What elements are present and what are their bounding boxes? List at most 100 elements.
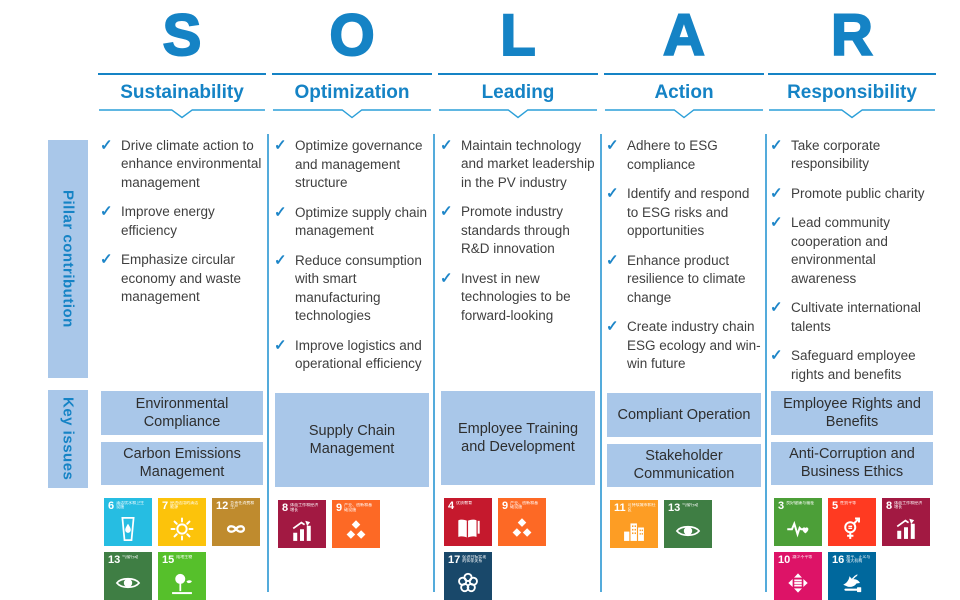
pillar-bullet-item: ✓ Promote industry standards through R&D … (440, 203, 598, 259)
checkmark-icon: ✓ (100, 203, 113, 221)
pillar-bullet-item: ✓ Optimize governance and management stru… (274, 137, 432, 193)
sdg-title-text: 体面工作和经济增长 (290, 503, 319, 512)
bullet-text: Improve energy efficiency (121, 204, 215, 238)
checkmark-icon: ✓ (274, 251, 287, 269)
pillar-bullet-item: ✓ Reduce consumption with smart manufactu… (274, 252, 432, 326)
sdg-title-text: 优质教育 (456, 500, 473, 505)
pillar-bullet-list: ✓ Maintain technology and market leadersh… (438, 119, 598, 392)
key-issue-box: Employee Training and Development (441, 391, 595, 485)
sdg-number: 9 (336, 502, 343, 514)
title-rule (604, 73, 764, 75)
sdg-title-text: 促进目标实现的伙伴关系 (462, 554, 487, 564)
sdg-13-eye-globe-icon: 13 气候行动 (104, 551, 152, 600)
book-icon (458, 519, 480, 538)
circle-flower-icon (458, 572, 478, 593)
key-issues-group: Employee Training and Development (438, 391, 598, 485)
bullet-text: Lead community cooperation and environme… (791, 215, 891, 286)
gender-equality-icon (844, 517, 860, 539)
checkmark-icon: ✓ (440, 269, 453, 287)
pillar-bullet-item: ✓ Lead community cooperation and environm… (770, 214, 936, 288)
sdg-11-city-icon: 11 可持续城市和社区 (610, 500, 658, 548)
sdg-title-text: 可持续城市和社区 (627, 503, 656, 512)
pillar-bullet-list: ✓ Optimize governance and management stru… (272, 119, 432, 393)
pillar-column-optimization: O Optimization ✓ Optimize governance and … (272, 0, 432, 600)
pillar-column-leading: L Leading ✓ Maintain technology and marke… (438, 0, 598, 600)
column-divider (267, 134, 269, 592)
pillar-column-sustainability: S Sustainability ✓ Drive climate action t… (98, 0, 266, 600)
sdg-number: 11 (614, 502, 626, 514)
title-rule (768, 72, 936, 75)
pillar-bullet-list: ✓ Adhere to ESG compliance ✓ Identify and r… (604, 119, 764, 393)
chevron-notch-line (272, 109, 432, 119)
pillar-title: Action (654, 82, 714, 103)
key-issue-box: Stakeholder Communication (607, 443, 761, 487)
pillar-bullet-item: ✓ Adhere to ESG compliance (606, 137, 764, 174)
key-issue-box: Anti-Corruption and Business Ethics (771, 441, 933, 485)
sdg-3-heartbeat-icon: 3 良好健康与福祉 (774, 497, 822, 546)
bullet-text: Create industry chain ESG ecology and wi… (627, 319, 761, 371)
chevron-notch-line (769, 109, 935, 119)
pillar-bullet-item: ✓ Improve logistics and operational effic… (274, 337, 432, 374)
dove-peace-icon (843, 574, 862, 593)
growth-chart-icon (292, 520, 311, 541)
pillar-bullet-item: ✓ Safeguard employee rights and benefits (770, 347, 936, 384)
column-divider (600, 134, 602, 592)
sdg-9-cubes-icon: 9 产业、创新和基础设施 (498, 497, 546, 546)
sdg-title-text: 清洁饮水和卫生设施 (116, 500, 145, 510)
sdg-6-water-drop-icon: 6 清洁饮水和卫生设施 (104, 497, 152, 546)
bullet-text: Enhance product resilience to climate ch… (627, 252, 746, 305)
bullet-text: Improve logistics and operational effici… (295, 337, 422, 372)
checkmark-icon: ✓ (606, 137, 619, 154)
checkmark-icon: ✓ (274, 203, 287, 221)
checkmark-icon: ✓ (100, 251, 113, 269)
pillar-letter: S (162, 3, 203, 68)
sdg-15-tree-icon: 15 陆地生物 (158, 551, 206, 600)
eye-globe-icon (675, 525, 701, 537)
sdg-title-text: 气候行动 (682, 503, 699, 507)
city-icon (624, 523, 644, 541)
sdg-icon-group: 3 良好健康与福祉 5 性别平等 8 体面工作和经济增长 10 减少不平等 16 和平、正义与强大… (768, 497, 936, 600)
sdg-number: 6 (108, 499, 115, 512)
pillar-letter: L (499, 3, 536, 68)
checkmark-icon: ✓ (274, 137, 287, 154)
sdg-title-text: 负责任消费和生产 (230, 500, 255, 510)
pillar-bullet-item: ✓ Take corporate responsibility (770, 137, 936, 174)
key-issues-group: Supply Chain Management (272, 393, 432, 487)
sdg-title-text: 减少不平等 (792, 554, 813, 559)
chevron-notch-line (604, 109, 764, 119)
pillar-bullet-list: ✓ Drive climate action to enhance environ… (98, 119, 266, 392)
sdg-number: 13 (668, 502, 681, 514)
sdg-number: 3 (778, 499, 785, 512)
bullet-text: Promote industry standards through R&D i… (461, 204, 570, 257)
growth-chart-icon (896, 518, 915, 539)
sdg-number: 9 (502, 499, 509, 512)
pillar-title: Optimization (294, 82, 410, 103)
eye-globe-icon (115, 577, 141, 589)
pillar-bullet-item: ✓ Cultivate international talents (770, 299, 936, 336)
key-issue-box: Carbon Emissions Management (101, 441, 263, 485)
column-divider (765, 134, 767, 592)
pillar-column-responsibility: R Responsibility ✓ Take corporate respons… (768, 0, 936, 600)
pillar-bullet-item: ✓ Identify and respond to ESG risks and o… (606, 185, 764, 241)
sdg-title-text: 性别平等 (840, 500, 857, 505)
equality-arrows-icon (788, 573, 808, 593)
sdg-number: 13 (108, 553, 121, 566)
pillar-bullet-item: ✓ Promote public charity (770, 185, 936, 204)
sdg-17-circle-flower-icon: 17 促进目标实现的伙伴关系 (444, 551, 492, 600)
pillar-title: Sustainability (120, 81, 244, 103)
key-issues-group: Employee Rights and Benefits Anti-Corrupt… (768, 391, 936, 485)
bullet-text: Take corporate responsibility (791, 137, 881, 172)
sdg-number: 8 (886, 499, 893, 512)
sdg-number: 16 (832, 553, 845, 566)
bullet-text: Adhere to ESG compliance (627, 138, 718, 172)
checkmark-icon: ✓ (606, 185, 619, 202)
title-rule (438, 72, 598, 75)
sdg-icon-group: 6 清洁饮水和卫生设施 7 经济适用的清洁能源 12 负责任消费和生产 13 气候行动 15 陆地… (98, 497, 266, 600)
key-issue-box: Supply Chain Management (275, 393, 429, 487)
sun-icon (170, 517, 194, 541)
checkmark-icon: ✓ (100, 136, 113, 154)
key-issues-group: Compliant Operation Stakeholder Communica… (604, 393, 764, 487)
sdg-16-dove-peace-icon: 16 和平、正义与强大机构 (828, 551, 876, 600)
pillar-title: Leading (481, 81, 555, 103)
pillar-bullet-item: ✓ Drive climate action to enhance environ… (100, 137, 266, 193)
